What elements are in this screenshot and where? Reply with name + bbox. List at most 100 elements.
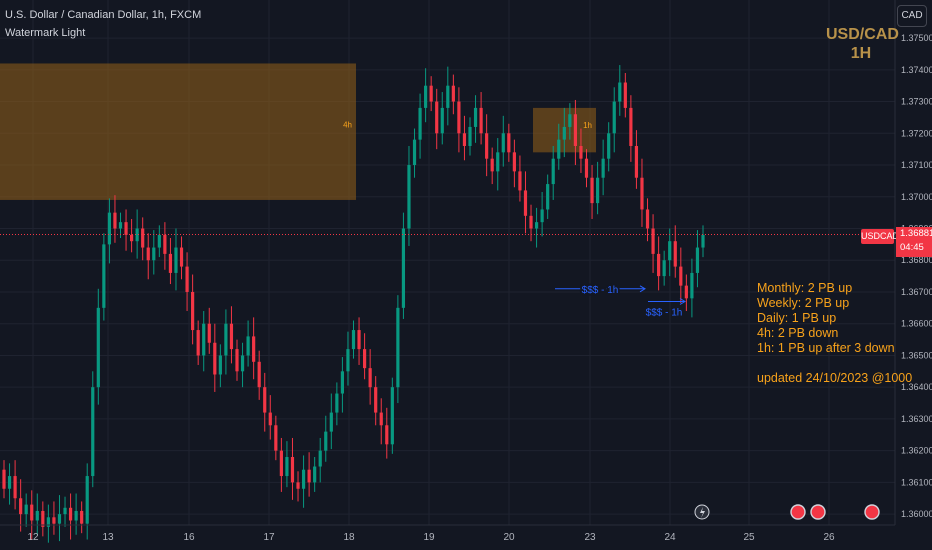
candle-body — [374, 387, 378, 413]
candle-body — [507, 133, 511, 153]
y-tick-label: 1.36200 — [901, 446, 932, 456]
candle-body — [257, 361, 261, 388]
candle-body — [496, 152, 500, 172]
candle-body — [629, 107, 633, 146]
x-tick-label: 20 — [503, 532, 515, 543]
candle-body — [407, 165, 411, 229]
event-flag-icon[interactable] — [810, 504, 826, 520]
candle-body — [240, 355, 245, 372]
last-price-label: 1.36881 04:45 — [896, 227, 932, 257]
x-tick-label: 17 — [263, 532, 275, 543]
candle-body — [313, 466, 317, 483]
candle-body — [185, 266, 189, 292]
y-tick-label: 1.37500 — [901, 33, 932, 43]
candle-body — [690, 272, 694, 299]
currency-button[interactable]: CAD — [897, 5, 927, 27]
watermark-symbol: USD/CAD — [826, 26, 899, 43]
candle-body — [573, 114, 578, 146]
y-tick-label: 1.37000 — [901, 192, 932, 202]
candle-body — [207, 323, 211, 343]
candle-body — [473, 107, 478, 127]
zone-label-4h: 4h — [343, 121, 352, 130]
x-tick-label: 16 — [183, 532, 195, 543]
candle-body — [479, 107, 483, 134]
symbol-price-tag: USDCAD — [861, 229, 899, 244]
y-tick-label: 1.36300 — [901, 414, 932, 424]
candle-body — [268, 412, 272, 426]
candle-body — [107, 212, 112, 245]
candle-body — [645, 209, 650, 229]
candle-body — [146, 247, 150, 261]
candle-body — [623, 82, 627, 108]
candle-body — [285, 457, 289, 477]
note-daily: Daily: 1 PB up — [757, 311, 837, 325]
candle-body — [329, 412, 333, 432]
candle-body — [252, 336, 256, 362]
candle-body — [396, 307, 400, 388]
candle-body — [218, 355, 222, 375]
candle-body — [440, 107, 444, 134]
candle-body — [557, 139, 561, 159]
candle-body — [80, 510, 84, 524]
candle-body — [296, 482, 300, 489]
candle-body — [129, 234, 134, 242]
y-tick-label: 1.36100 — [901, 477, 932, 487]
event-flag-icon[interactable] — [790, 504, 806, 520]
x-tick-label: 25 — [743, 532, 755, 543]
candle-body — [57, 514, 62, 524]
candle-body — [579, 145, 583, 159]
candle-body — [412, 139, 417, 166]
x-tick-label: 23 — [584, 532, 596, 543]
candle-body — [640, 177, 644, 210]
liquidity-arrow — [679, 298, 686, 305]
candle-body — [74, 510, 78, 521]
chart-title: U.S. Dollar / Canadian Dollar, 1h, FXCM — [5, 9, 202, 21]
watermark-interval: 1H — [850, 45, 872, 62]
candle-body — [30, 504, 34, 521]
zone-4h — [0, 63, 356, 200]
candle-body — [357, 330, 361, 350]
candle-body — [523, 190, 528, 216]
x-tick-label: 26 — [823, 532, 835, 543]
candle-body — [102, 244, 106, 308]
note-updated: updated 24/10/2023 @1000 — [757, 371, 913, 385]
candle-body — [351, 330, 356, 350]
candle-body — [2, 469, 6, 489]
candle-body — [229, 323, 234, 350]
candle-body — [468, 126, 472, 146]
candle-body — [529, 215, 533, 229]
candle-body — [85, 476, 89, 524]
x-tick-label: 12 — [27, 532, 39, 543]
candle-body — [274, 425, 278, 451]
candle-body — [601, 158, 605, 178]
candle-body — [307, 469, 311, 483]
y-tick-label: 1.37400 — [901, 65, 932, 75]
candle-body — [490, 158, 494, 172]
lightning-glyph — [700, 507, 705, 518]
event-flag-icon[interactable] — [864, 504, 880, 520]
note-4h: 4h: 2 PB down — [757, 326, 839, 340]
candle-body — [379, 412, 383, 426]
candle-body — [19, 498, 23, 515]
candle-body — [418, 107, 422, 140]
note-1h: 1h: 1 PB up after 3 down — [757, 341, 895, 355]
candle-body — [362, 349, 367, 369]
candle-body — [213, 342, 217, 375]
candle-body — [68, 507, 73, 521]
candle-body — [662, 260, 666, 277]
x-tick-label: 19 — [423, 532, 435, 543]
candle-body — [607, 133, 611, 159]
candle-body — [651, 228, 655, 254]
candle-body — [701, 234, 705, 248]
candle-body — [485, 133, 489, 159]
y-tick-label: 1.36400 — [901, 382, 932, 392]
candle-body — [584, 158, 589, 178]
candle-body — [612, 101, 616, 134]
candle-body — [518, 171, 522, 191]
zone-label-1h: 1h — [583, 121, 592, 130]
candle-body — [24, 504, 28, 515]
symbol-watermark: USD/CAD 1H — [826, 25, 899, 63]
candle-body — [568, 114, 572, 127]
candle-body — [152, 247, 156, 261]
